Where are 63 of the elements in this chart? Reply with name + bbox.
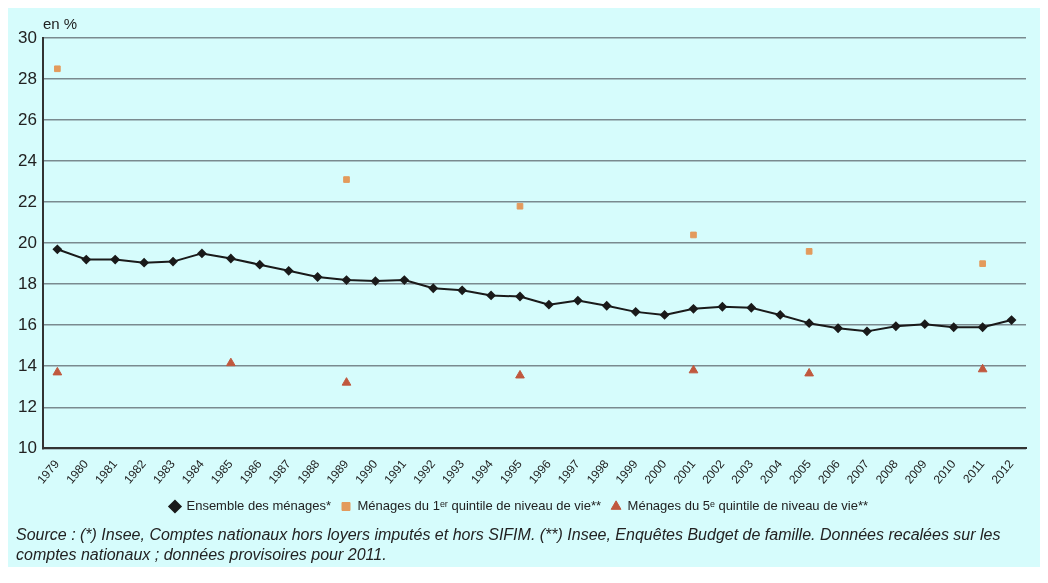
y-tick-label: 20 — [17, 232, 37, 252]
point — [52, 244, 62, 254]
y-tick-label: 14 — [17, 355, 37, 375]
y-tick-label: 30 — [17, 27, 37, 47]
point — [52, 366, 63, 376]
point — [341, 377, 352, 386]
point — [862, 326, 872, 336]
point — [717, 302, 727, 312]
point — [313, 272, 323, 282]
y-tick-label: 26 — [17, 109, 37, 129]
point — [457, 285, 467, 295]
point — [1007, 315, 1017, 325]
point — [168, 257, 178, 267]
point — [81, 255, 91, 265]
point — [343, 176, 350, 183]
point — [804, 318, 814, 328]
y-tick-label: 12 — [17, 396, 37, 416]
point — [746, 303, 756, 313]
point — [284, 266, 294, 276]
point — [515, 369, 525, 379]
point — [255, 260, 265, 270]
point — [688, 304, 698, 314]
point — [515, 291, 525, 301]
point — [602, 301, 612, 311]
y-tick-label: 22 — [17, 191, 37, 211]
point — [370, 276, 380, 286]
point — [226, 254, 236, 264]
point — [399, 275, 409, 285]
point — [660, 310, 670, 320]
point — [197, 248, 207, 258]
source-note: Source : (*) Insee, Comptes nationaux hors loyers imputés et hors SIFIM. (**) Insee, Enquêtes Budget de famille. Données recalées sur les comptes nationaux ; données provisoires pour 2011. — [15, 525, 1002, 565]
legend-label: Ménages du 1ᵉʳ quintile de niveau de vie** — [357, 498, 602, 514]
point — [428, 283, 438, 293]
legend-label: Ménages du 5ᵉ quintile de niveau de vie** — [627, 498, 869, 514]
point — [486, 290, 496, 300]
point — [688, 364, 699, 374]
point — [833, 323, 843, 333]
point — [920, 319, 930, 329]
point — [226, 357, 236, 367]
y-tick-label: 10 — [17, 437, 37, 457]
point — [544, 300, 554, 310]
legend-label: Ensemble des ménages* — [186, 498, 332, 514]
point — [573, 296, 583, 306]
point — [891, 321, 901, 331]
point — [516, 202, 524, 210]
y-tick-label: 16 — [17, 314, 37, 334]
point — [139, 258, 149, 268]
point — [110, 255, 120, 265]
y-tick-label: 28 — [17, 68, 37, 88]
point — [804, 367, 814, 377]
y-tick-label: 24 — [17, 150, 37, 170]
point — [631, 307, 641, 317]
point — [690, 231, 697, 239]
point — [805, 248, 813, 255]
point — [342, 275, 352, 285]
point — [775, 310, 785, 320]
point — [949, 322, 959, 332]
point — [54, 65, 61, 73]
point — [977, 363, 988, 373]
point — [979, 260, 986, 267]
y-axis-title: en % — [42, 14, 78, 32]
y-tick-label: 18 — [17, 273, 37, 293]
point — [978, 322, 988, 332]
